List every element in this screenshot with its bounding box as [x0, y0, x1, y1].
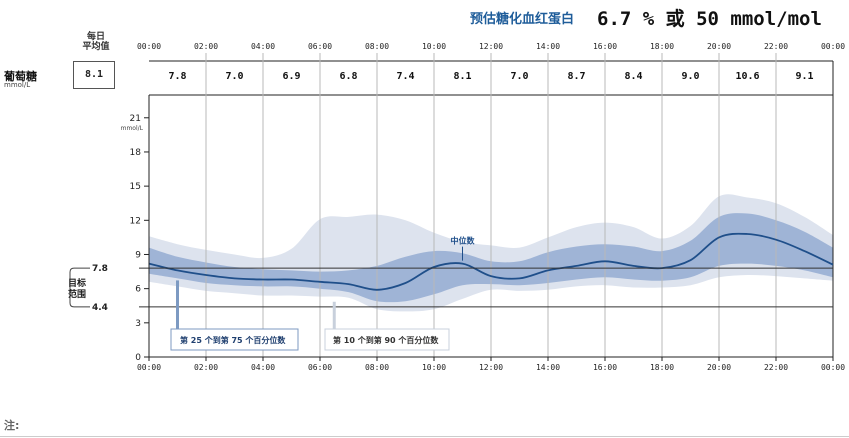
hourly-avg-label: 8.1 [453, 71, 471, 82]
y-tick-label: 9 [135, 250, 141, 260]
y-tick-label: 3 [135, 319, 141, 329]
legend: 第 25 个到第 75 个百分位数 第 10 个到第 90 个百分位数 [170, 280, 450, 351]
daily-avg-heading-line2: 平均值 [82, 42, 110, 52]
x-tick-label-bottom: 02:00 [194, 363, 218, 372]
x-tick-label-bottom: 10:00 [422, 363, 446, 372]
x-tick-label-top: 18:00 [650, 42, 674, 51]
x-tick-label-top: 22:00 [764, 42, 788, 51]
x-tick-label-top: 20:00 [707, 42, 731, 51]
x-tick-label-top: 14:00 [536, 42, 560, 51]
median-line [148, 232, 834, 291]
x-tick-label-top: 12:00 [479, 42, 503, 51]
legend-inner-box [170, 328, 299, 351]
glucose-unit: mmol/L [4, 81, 31, 89]
ea1c-label: 预估糖化血红蛋白 [470, 12, 575, 27]
x-tick-label-top: 04:00 [251, 42, 275, 51]
legend-outer-label: 第 10 个到第 90 个百分位数 [333, 335, 439, 345]
y-tick-label: 15 [130, 182, 141, 192]
hourly-avg-label: 8.4 [624, 71, 642, 82]
grid-lines: 7.8 7.0 6.9 6.8 7.4 8.1 7.0 8.7 8.4 9.0 10.6 9.1 [149, 53, 834, 357]
x-tick-label-bottom: 04:00 [251, 363, 275, 372]
hourly-avg-label: 6.8 [339, 71, 357, 82]
note-divider [0, 436, 849, 437]
x-tick-label-bottom: 00:00 [821, 363, 845, 372]
hourly-avg-label: 8.7 [567, 71, 585, 82]
x-tick-label-top: 06:00 [308, 42, 332, 51]
y-tick-label: 12 [130, 216, 141, 226]
x-tick-label-top: 08:00 [365, 42, 389, 51]
hourly-avg-label: 7.4 [396, 71, 414, 82]
x-tick-label-bottom: 18:00 [650, 363, 674, 372]
hourly-avg-label: 7.8 [168, 71, 186, 82]
target-lower-value: 4.4 [92, 303, 108, 313]
median-series: 中位数 [148, 232, 834, 291]
median-label: 中位数 [451, 236, 476, 246]
glucose-label: 葡萄糖 [4, 70, 37, 83]
daily-avg-value: 8.1 [73, 61, 115, 89]
target-label-line1: 目标 [68, 277, 86, 289]
x-tick-label-bottom: 22:00 [764, 363, 788, 372]
x-tick-label-bottom: 14:00 [536, 363, 560, 372]
y-tick-label: 18 [130, 148, 142, 158]
y-tick-label: 6 [135, 285, 141, 295]
hourly-avg-label: 9.0 [681, 71, 699, 82]
y-tick-label: 21 [130, 114, 141, 124]
y-axis-unit: mmol/L [121, 125, 144, 132]
x-tick-label-bottom: 16:00 [593, 363, 617, 372]
x-tick-label-bottom: 06:00 [308, 363, 332, 372]
hourly-avg-label: 7.0 [510, 71, 528, 82]
x-tick-label-top: 02:00 [194, 42, 218, 51]
note-label: 注: [4, 419, 20, 432]
ea1c-value: 6.7 % 或 50 mmol/mol [597, 8, 822, 30]
x-tick-label-top: 16:00 [593, 42, 617, 51]
target-upper-value: 7.8 [92, 264, 108, 274]
target-bracket [69, 267, 90, 308]
legend-inner-label: 第 25 个到第 75 个百分位数 [180, 335, 286, 345]
x-tick-label-bottom: 20:00 [707, 363, 731, 372]
x-tick-label-bottom: 12:00 [479, 363, 503, 372]
hourly-avg-label: 7.0 [225, 71, 243, 82]
x-tick-label-top: 00:00 [137, 42, 161, 51]
daily-avg-heading-line1: 每日 [86, 32, 105, 42]
target-label-line2: 范围 [68, 288, 86, 300]
legend-outer-box [324, 328, 450, 351]
x-tick-label-top: 00:00 [821, 42, 845, 51]
hourly-avg-label: 9.1 [795, 71, 813, 82]
x-tick-label-bottom: 00:00 [137, 363, 161, 372]
hourly-avg-label: 6.9 [282, 71, 300, 82]
x-tick-label-bottom: 08:00 [365, 363, 389, 372]
x-tick-label-top: 10:00 [422, 42, 446, 51]
hourly-avg-label: 10.6 [735, 71, 759, 82]
daily-avg-heading: 每日 平均值 [74, 32, 118, 52]
y-tick-label: 0 [135, 353, 141, 363]
